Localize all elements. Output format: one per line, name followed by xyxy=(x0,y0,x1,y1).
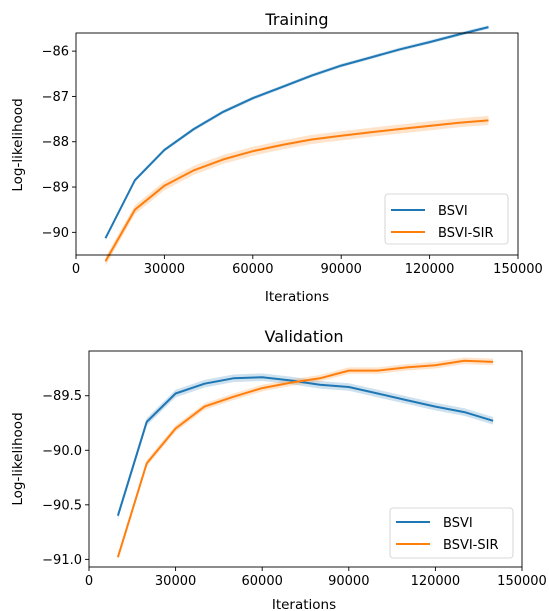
y-tick-label: −90.0 xyxy=(42,444,82,459)
legend-box xyxy=(389,507,514,559)
plot-frame xyxy=(88,350,523,568)
x-axis-label: Iterations xyxy=(272,597,336,611)
legend-label-bsvi: BSVI xyxy=(438,204,468,219)
x-tick-label: 120000 xyxy=(411,574,461,589)
legend-label-bsvi: BSVI xyxy=(443,516,473,531)
series-line-bsvi xyxy=(116,376,494,516)
y-tick-label: −89.5 xyxy=(42,389,82,404)
x-tick-label: 150000 xyxy=(493,262,543,277)
plot-frame xyxy=(75,32,519,256)
x-axis-label: Iterations xyxy=(265,289,329,305)
confidence-band-bsvi-sir xyxy=(105,115,489,266)
confidence-bands xyxy=(105,25,489,266)
series-lines xyxy=(116,359,494,558)
y-tick-label: −86 xyxy=(42,45,69,60)
y-tick-label: −90 xyxy=(42,226,69,241)
x-tick-label: 150000 xyxy=(497,574,547,589)
x-tick-label: 60000 xyxy=(242,574,283,589)
legend: BSVI BSVI-SIR xyxy=(384,193,509,245)
y-ticks: −91.0 −90.5 −90.0 −89.5 xyxy=(42,389,89,568)
x-tick-label: 0 xyxy=(85,574,93,589)
x-tick-label: 120000 xyxy=(405,262,455,277)
y-axis-label: Log-likelihood xyxy=(10,412,26,505)
legend-label-bsvi-sir: BSVI-SIR xyxy=(443,538,498,553)
series-lines xyxy=(104,26,489,262)
y-ticks: −90 −89 −88 −87 −86 xyxy=(42,45,76,241)
y-tick-label: −87 xyxy=(42,90,69,105)
chart-title: Training xyxy=(264,10,328,29)
y-tick-label: −90.5 xyxy=(42,498,82,513)
x-tick-label: 0 xyxy=(72,262,80,277)
x-tick-label: 60000 xyxy=(232,262,273,277)
series-line-bsvi-sir xyxy=(116,359,494,558)
y-tick-label: −88 xyxy=(42,135,69,150)
x-ticks: 0 30000 60000 90000 120000 150000 xyxy=(72,255,543,277)
y-tick-label: −91.0 xyxy=(42,553,82,568)
legend-label-bsvi-sir: BSVI-SIR xyxy=(438,226,493,241)
training-panel: Training 0 30000 60000 90000 120000 150000 −9… xyxy=(10,10,543,305)
x-tick-label: 90000 xyxy=(328,574,369,589)
series-line-bsvi-sir xyxy=(104,119,489,262)
x-ticks: 0 30000 60000 90000 120000 150000 xyxy=(85,567,547,589)
y-axis-label: Log-likelihood xyxy=(10,98,26,191)
legend: BSVI BSVI-SIR xyxy=(389,507,514,559)
validation-panel: Validation 0 30000 60000 90000 120000 150000 … xyxy=(10,327,547,611)
x-tick-label: 30000 xyxy=(144,262,185,277)
x-tick-label: 30000 xyxy=(155,574,196,589)
x-tick-label: 90000 xyxy=(321,262,362,277)
y-tick-label: −89 xyxy=(42,181,69,196)
chart-title: Validation xyxy=(264,327,343,346)
series-line-bsvi xyxy=(104,26,489,239)
